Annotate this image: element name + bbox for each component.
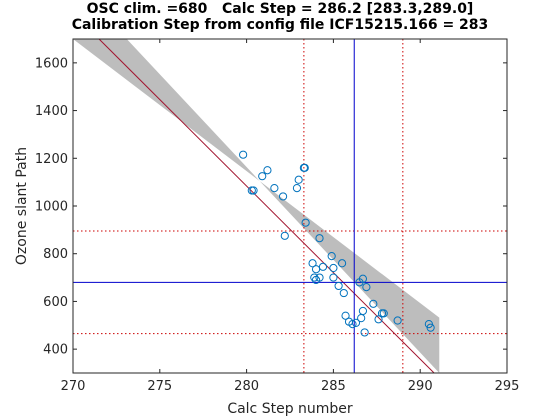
- data-point: [339, 288, 348, 298]
- data-point: [362, 283, 371, 292]
- data-point: [308, 259, 317, 268]
- data-point: [337, 259, 347, 268]
- data-point: [341, 311, 350, 320]
- data-point: [358, 274, 368, 283]
- y-tick-label: 400: [43, 343, 68, 358]
- y-tick-label: 800: [43, 247, 68, 262]
- data-point: [292, 184, 302, 193]
- y-tick-label: 1400: [35, 104, 68, 119]
- y-tick-label: 1600: [35, 56, 68, 71]
- data-point: [249, 186, 258, 195]
- data-point: [360, 328, 369, 337]
- data-point: [258, 172, 267, 181]
- data-point: [358, 306, 368, 316]
- x-tick-label: 275: [147, 379, 172, 394]
- data-point: [348, 319, 357, 329]
- plot-area: [73, 39, 507, 373]
- data-point: [369, 299, 378, 308]
- data-point: [327, 252, 336, 261]
- y-tick-label: 1000: [35, 200, 68, 215]
- data-point: [426, 323, 435, 332]
- y-tick-label: 600: [43, 295, 68, 310]
- x-tick-label: 290: [408, 379, 433, 394]
- data-point: [351, 318, 361, 327]
- x-tick-label: 285: [321, 379, 346, 394]
- data-point: [329, 273, 338, 282]
- data-point: [315, 234, 324, 243]
- data-point: [311, 265, 321, 274]
- data-point: [318, 262, 328, 271]
- axis-ticks: 270 275 280 285 290 295 400 600 800 1000 1200 1400 1…: [35, 39, 520, 394]
- fit-line: [98, 39, 435, 373]
- data-point: [278, 192, 288, 201]
- x-axis-label: Calc Step number: [227, 401, 353, 417]
- data-point: [239, 150, 248, 159]
- data-point: [334, 281, 343, 291]
- y-tick-label: 1200: [35, 152, 68, 167]
- chart-title-line-1: OSC clim. =680 Calc Step = 286.2 [283.3,…: [86, 1, 474, 17]
- x-tick-label: 280: [234, 379, 259, 394]
- data-point: [379, 309, 388, 318]
- data-point: [300, 163, 309, 172]
- data-point: [329, 263, 338, 273]
- data-point: [310, 273, 319, 282]
- x-tick-label: 295: [495, 379, 520, 394]
- data-point: [263, 166, 272, 175]
- x-tick-label: 270: [61, 379, 86, 394]
- data-point: [393, 316, 402, 325]
- data-point: [315, 273, 324, 282]
- data-point: [301, 218, 310, 227]
- data-point: [294, 175, 303, 184]
- y-axis-label: Ozone slant Path: [14, 147, 30, 265]
- data-point: [280, 231, 289, 240]
- data-point: [270, 184, 279, 193]
- data-point: [374, 315, 383, 324]
- chart-title-line-2: Calibration Step from config file ICF152…: [71, 17, 489, 33]
